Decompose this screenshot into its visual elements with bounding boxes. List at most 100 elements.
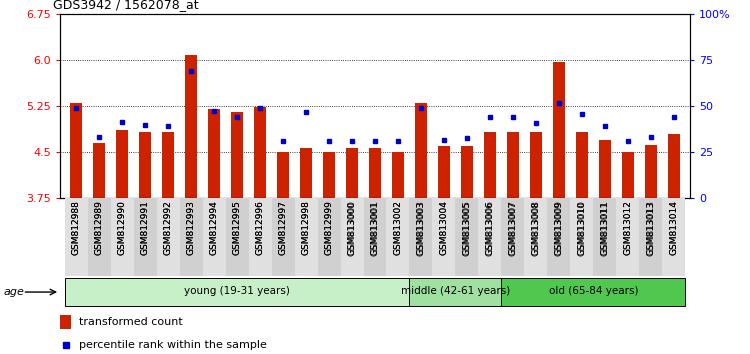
- Bar: [530, 132, 542, 198]
- Bar: [162, 132, 175, 198]
- Text: GSM813008: GSM813008: [532, 201, 541, 256]
- Text: GSM813000: GSM813000: [347, 201, 356, 256]
- Bar: [202, 198, 226, 276]
- Bar: [571, 198, 593, 276]
- Bar: [644, 145, 657, 198]
- Text: GSM813012: GSM813012: [623, 200, 632, 255]
- Text: GSM812993: GSM812993: [187, 200, 196, 255]
- Text: GSM813007: GSM813007: [509, 201, 518, 256]
- Text: GSM812999: GSM812999: [325, 201, 334, 256]
- Text: GSM812998: GSM812998: [302, 200, 310, 255]
- Text: GSM813009: GSM813009: [554, 201, 563, 256]
- Bar: [139, 132, 152, 198]
- Bar: [502, 198, 524, 276]
- Bar: [340, 198, 364, 276]
- Text: GSM813011: GSM813011: [601, 201, 610, 256]
- Text: old (65-84 years): old (65-84 years): [549, 286, 638, 296]
- Text: GSM812995: GSM812995: [232, 201, 242, 256]
- Text: GSM813003: GSM813003: [416, 201, 425, 256]
- Text: GSM812994: GSM812994: [209, 200, 218, 255]
- Text: GSM813013: GSM813013: [646, 201, 656, 256]
- Bar: [410, 198, 433, 276]
- Text: GSM812988: GSM812988: [71, 201, 80, 256]
- Bar: [392, 152, 404, 198]
- Bar: [410, 278, 502, 306]
- Text: GSM813005: GSM813005: [463, 201, 472, 256]
- Text: GSM813001: GSM813001: [370, 201, 380, 256]
- Text: GSM813012: GSM813012: [623, 201, 632, 256]
- Bar: [322, 152, 335, 198]
- Text: GSM812992: GSM812992: [164, 201, 172, 255]
- Text: GSM812991: GSM812991: [140, 201, 149, 256]
- Bar: [70, 103, 82, 198]
- Text: GSM813002: GSM813002: [394, 200, 403, 255]
- Text: GSM813000: GSM813000: [347, 200, 356, 255]
- Text: GDS3942 / 1562078_at: GDS3942 / 1562078_at: [53, 0, 198, 11]
- Bar: [415, 103, 428, 198]
- Text: GSM812995: GSM812995: [232, 200, 242, 255]
- Bar: [272, 198, 295, 276]
- Text: GSM812990: GSM812990: [118, 201, 127, 256]
- Text: GSM813011: GSM813011: [601, 200, 610, 255]
- Text: GSM813003: GSM813003: [416, 200, 425, 255]
- Bar: [88, 198, 110, 276]
- Bar: [60, 315, 71, 329]
- Bar: [616, 198, 640, 276]
- Text: GSM813002: GSM813002: [394, 201, 403, 256]
- Text: GSM813005: GSM813005: [463, 200, 472, 255]
- Text: age: age: [4, 287, 25, 297]
- Bar: [524, 198, 548, 276]
- Bar: [295, 198, 317, 276]
- Bar: [134, 198, 157, 276]
- Bar: [553, 62, 566, 198]
- Bar: [300, 148, 312, 198]
- Text: percentile rank within the sample: percentile rank within the sample: [79, 340, 267, 350]
- Bar: [502, 278, 686, 306]
- Bar: [640, 198, 662, 276]
- Bar: [93, 143, 106, 198]
- Bar: [662, 198, 686, 276]
- Bar: [548, 198, 571, 276]
- Bar: [598, 140, 611, 198]
- Bar: [64, 198, 88, 276]
- Text: middle (42-61 years): middle (42-61 years): [400, 286, 510, 296]
- Text: GSM812993: GSM812993: [187, 201, 196, 256]
- Text: GSM813004: GSM813004: [440, 200, 448, 255]
- Bar: [484, 132, 496, 198]
- Text: GSM813014: GSM813014: [670, 201, 679, 256]
- Text: transformed count: transformed count: [79, 317, 183, 327]
- Text: GSM812992: GSM812992: [164, 200, 172, 255]
- Bar: [460, 146, 473, 198]
- Text: GSM812990: GSM812990: [118, 200, 127, 255]
- Text: GSM813006: GSM813006: [485, 201, 494, 256]
- Bar: [248, 198, 272, 276]
- Bar: [364, 198, 386, 276]
- Bar: [110, 198, 134, 276]
- Text: GSM812988: GSM812988: [71, 200, 80, 255]
- Bar: [478, 198, 502, 276]
- Bar: [226, 198, 248, 276]
- Text: GSM813010: GSM813010: [578, 200, 586, 255]
- Text: GSM813014: GSM813014: [670, 200, 679, 255]
- Bar: [455, 198, 478, 276]
- Bar: [116, 130, 128, 198]
- Text: GSM812989: GSM812989: [94, 200, 104, 255]
- Bar: [668, 134, 680, 198]
- Bar: [507, 132, 519, 198]
- Text: GSM813008: GSM813008: [532, 200, 541, 255]
- Text: GSM812998: GSM812998: [302, 201, 310, 256]
- Bar: [575, 132, 588, 198]
- Bar: [622, 152, 634, 198]
- Text: GSM812996: GSM812996: [256, 201, 265, 256]
- Bar: [346, 148, 358, 198]
- Bar: [231, 112, 243, 198]
- Bar: [64, 278, 410, 306]
- Text: GSM812994: GSM812994: [209, 201, 218, 255]
- Bar: [593, 198, 616, 276]
- Bar: [433, 198, 455, 276]
- Text: GSM813006: GSM813006: [485, 200, 494, 255]
- Bar: [157, 198, 179, 276]
- Text: GSM812999: GSM812999: [325, 200, 334, 255]
- Text: GSM813004: GSM813004: [440, 201, 448, 256]
- Bar: [317, 198, 340, 276]
